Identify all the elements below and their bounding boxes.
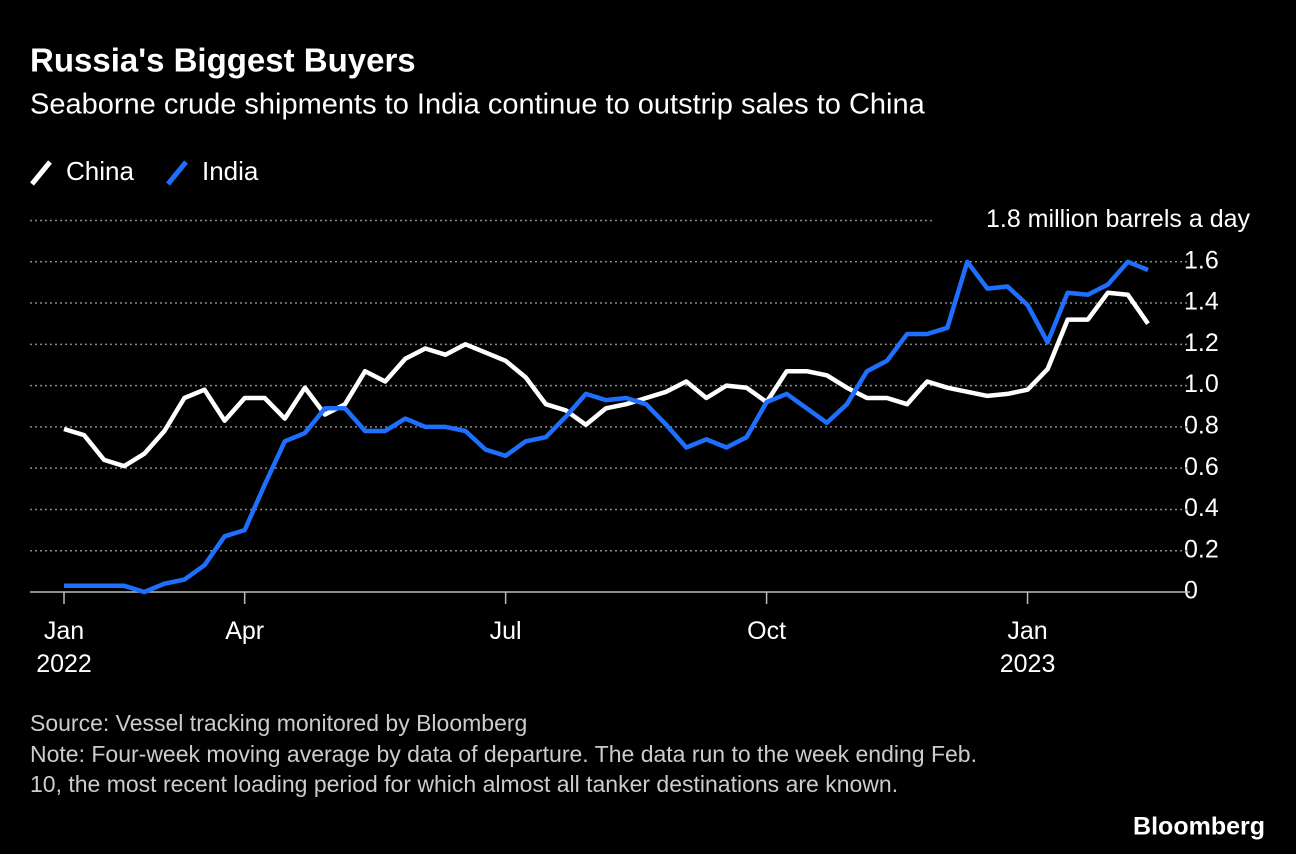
y-tick-label: 1.6 — [1184, 246, 1219, 274]
footnote: Note: Four-week moving average by data o… — [30, 741, 977, 797]
y-tick-label: 1.0 — [1184, 370, 1219, 398]
legend-label: China — [66, 156, 134, 186]
y-tick-label: 1.4 — [1184, 288, 1219, 316]
brand-logo: Bloomberg — [1133, 813, 1265, 841]
y-tick-label: 0.4 — [1184, 494, 1219, 522]
y-tick-label: 0.2 — [1184, 535, 1219, 563]
x-tick-label: Jan 2023 — [999, 617, 1056, 678]
series-line — [64, 259, 1149, 595]
y-tick-label: 1.8 million barrels a day — [986, 205, 1251, 233]
chart-subtitle: Seaborne crude shipments to India contin… — [30, 89, 926, 121]
x-tick-label: Apr — [225, 617, 265, 645]
series-line — [63, 290, 1150, 469]
legend-swatch — [166, 160, 188, 186]
y-tick-label: 0 — [1184, 577, 1198, 605]
y-tick-label: 0.6 — [1184, 453, 1219, 481]
legend-swatch — [30, 160, 52, 186]
y-tick-label: 0.8 — [1184, 411, 1219, 439]
x-tick-label: Jul — [489, 617, 522, 645]
chart-title: Russia's Biggest Buyers — [30, 42, 416, 79]
y-tick-label: 1.2 — [1184, 329, 1219, 357]
x-tick-label: Oct — [747, 617, 787, 645]
legend-label: India — [202, 156, 259, 186]
source-note: Source: Vessel tracking monitored by Blo… — [30, 710, 528, 736]
x-tick-label: Jan 2022 — [36, 617, 92, 678]
